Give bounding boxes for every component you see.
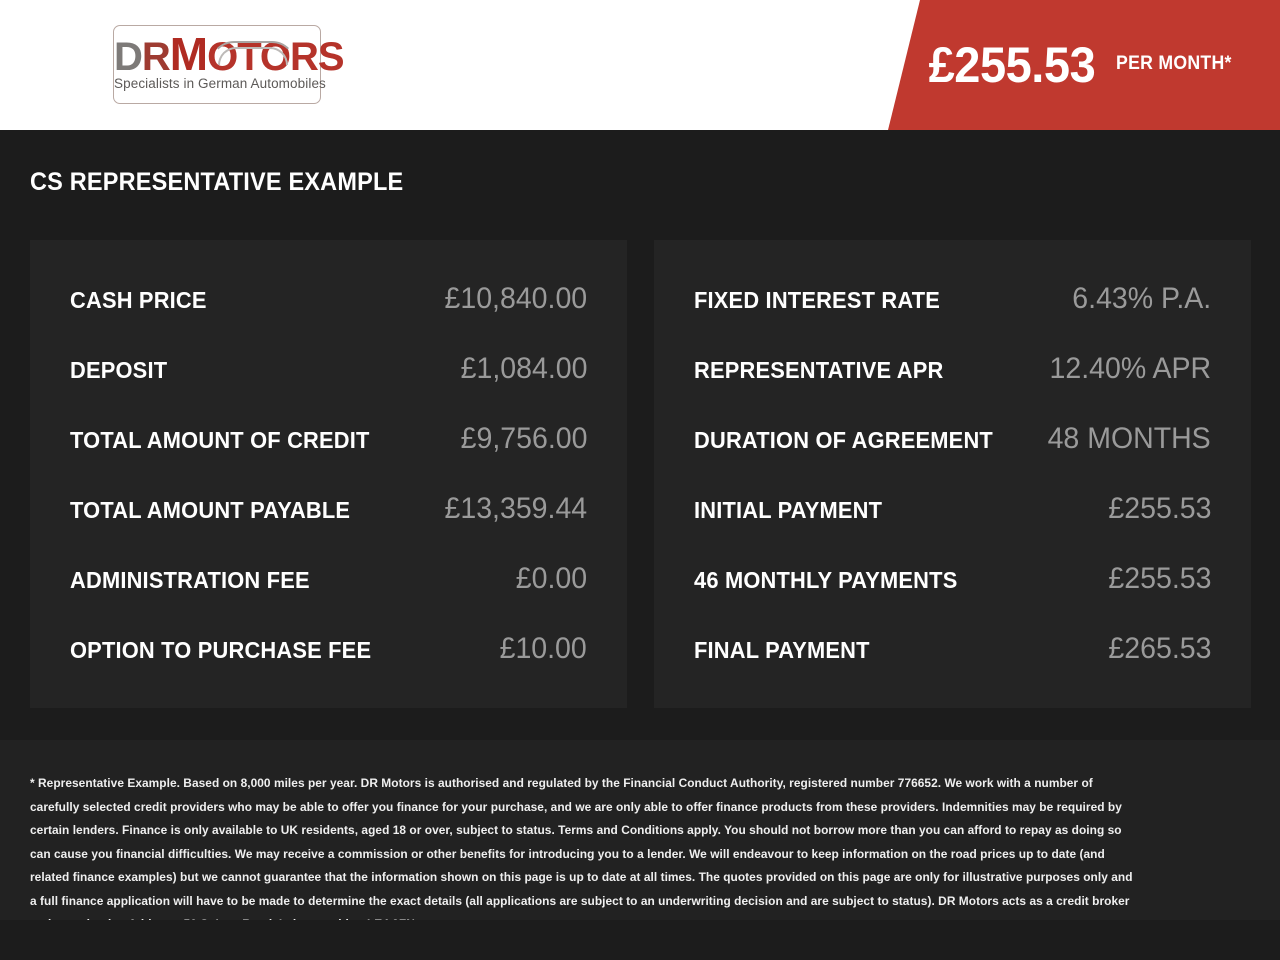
row-label: FINAL PAYMENT	[694, 637, 870, 663]
disclaimer-text: * Representative Example. Based on 8,000…	[30, 776, 1133, 931]
table-row: DEPOSIT £1,084.00	[70, 352, 587, 422]
monthly-price-banner	[888, 0, 1280, 130]
monthly-price-amount: £255.53	[928, 37, 1096, 93]
finance-details-panels: CASH PRICE £10,840.00 DEPOSIT £1,084.00 …	[30, 240, 1251, 708]
left-details-panel: CASH PRICE £10,840.00 DEPOSIT £1,084.00 …	[30, 240, 627, 708]
row-value: 48 MONTHS	[1047, 422, 1211, 455]
page-title: CS REPRESENTATIVE EXAMPLE	[30, 168, 404, 196]
table-row: CASH PRICE £10,840.00	[70, 282, 587, 352]
table-row: DURATION OF AGREEMENT 48 MONTHS	[694, 422, 1211, 492]
row-label: FIXED INTEREST RATE	[694, 287, 941, 313]
logo-tagline: Specialists in German Automobiles	[114, 76, 326, 91]
logo-letter-d: D	[114, 35, 143, 79]
row-value: £9,756.00	[460, 422, 587, 455]
row-label: DEPOSIT	[70, 357, 168, 383]
right-details-panel: FIXED INTEREST RATE 6.43% P.A. REPRESENT…	[654, 240, 1251, 708]
row-label: OPTION TO PURCHASE FEE	[70, 637, 372, 663]
car-silhouette-icon	[210, 41, 296, 65]
row-label: ADMINISTRATION FEE	[70, 567, 310, 593]
row-value: 6.43% P.A.	[1072, 282, 1211, 315]
page-header: DRMOTORS Specialists in German Automobil…	[0, 0, 1280, 130]
row-label: DURATION OF AGREEMENT	[694, 427, 993, 453]
table-row: FIXED INTEREST RATE 6.43% P.A.	[694, 282, 1211, 352]
table-row: 46 MONTHLY PAYMENTS £255.53	[694, 562, 1211, 632]
table-row: REPRESENTATIVE APR 12.40% APR	[694, 352, 1211, 422]
table-row: OPTION TO PURCHASE FEE £10.00	[70, 632, 587, 702]
footer-spacer	[0, 920, 1280, 960]
row-value: £13,359.44	[444, 492, 587, 525]
monthly-price-suffix: PER MONTH*	[1115, 52, 1232, 74]
row-value: £265.53	[1107, 632, 1211, 665]
row-value: £255.53	[1107, 492, 1211, 525]
table-row: TOTAL AMOUNT PAYABLE £13,359.44	[70, 492, 587, 562]
logo-wordmark: DRMOTORS	[114, 28, 345, 80]
row-value: 12.40% APR	[1049, 352, 1211, 385]
row-value: £0.00	[515, 562, 587, 595]
table-row: TOTAL AMOUNT OF CREDIT £9,756.00	[70, 422, 587, 492]
row-value: £1,084.00	[460, 352, 587, 385]
table-row: ADMINISTRATION FEE £0.00	[70, 562, 587, 632]
row-label: TOTAL AMOUNT OF CREDIT	[70, 427, 370, 453]
row-label: INITIAL PAYMENT	[694, 497, 883, 523]
monthly-price-group: £255.53 PER MONTH*	[918, 0, 1240, 130]
table-row: INITIAL PAYMENT £255.53	[694, 492, 1211, 562]
row-label: REPRESENTATIVE APR	[694, 357, 944, 383]
row-label: CASH PRICE	[70, 287, 207, 313]
dr-motors-logo: DRMOTORS Specialists in German Automobil…	[113, 25, 345, 104]
row-value: £10.00	[499, 632, 587, 665]
logo-letter-m: M	[169, 28, 208, 80]
logo-letter-r: R	[141, 35, 171, 79]
row-value: £255.53	[1107, 562, 1211, 595]
row-value: £10,840.00	[444, 282, 587, 315]
disclaimer-band: * Representative Example. Based on 8,000…	[0, 740, 1280, 931]
table-row: FINAL PAYMENT £265.53	[694, 632, 1211, 702]
row-label: 46 MONTHLY PAYMENTS	[694, 567, 958, 593]
row-label: TOTAL AMOUNT PAYABLE	[70, 497, 351, 523]
